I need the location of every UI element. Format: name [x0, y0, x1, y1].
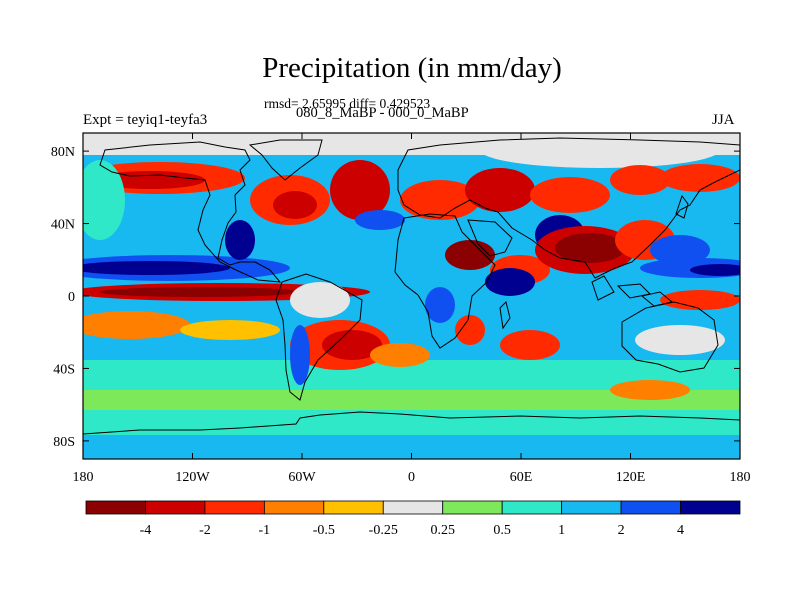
x-tick-label: 180: [730, 470, 751, 485]
field-patch: [290, 325, 310, 385]
field-patch: [400, 220, 460, 260]
field-patch: [610, 165, 670, 195]
field-patch: [555, 233, 625, 263]
field-patch: [322, 330, 382, 360]
field-patch: [330, 160, 390, 220]
colorbar-swatch: [382, 500, 444, 515]
field-patch: [445, 240, 495, 270]
y-tick-label: 40S: [53, 362, 75, 377]
period-label: 080_8_MaBP - 000_0_MaBP: [296, 105, 469, 121]
x-tick-label: 120E: [616, 470, 646, 485]
field-patch: [83, 160, 125, 240]
x-tick-label: 60W: [288, 470, 316, 485]
colorbar-swatch: [145, 500, 206, 515]
colorbar-label: -0.5: [313, 523, 335, 538]
colorbar-label: 0.5: [493, 523, 511, 538]
field-patch: [83, 390, 740, 410]
colorbar-label: -4: [140, 523, 152, 538]
colorbar-label: 2: [618, 523, 625, 538]
field-patch: [83, 311, 190, 339]
chart-title: Precipitation (in mm/day): [262, 52, 562, 84]
y-tick-label: 80S: [53, 435, 75, 450]
colorbar-label: 4: [677, 523, 684, 538]
field-patch: [83, 261, 230, 275]
field-patch: [635, 325, 725, 355]
colorbar-swatch: [263, 500, 325, 515]
season-label: JJA: [712, 112, 735, 128]
field-patch: [465, 168, 535, 212]
field-patch: [500, 330, 560, 360]
field-patch: [485, 268, 535, 296]
field-patch: [660, 290, 740, 310]
field-patch: [400, 180, 480, 220]
field-patch: [650, 235, 710, 265]
field-patch: [370, 343, 430, 367]
field-patch: [455, 315, 485, 345]
field-patch: [290, 282, 350, 318]
x-tick-label: 60E: [510, 470, 533, 485]
y-tick-label: 40N: [51, 218, 75, 233]
colorbar-label: -1: [259, 523, 271, 538]
colorbar-swatch: [204, 500, 265, 515]
coastlines: [83, 137, 740, 459]
colorbar: -4 -2 -1 -0.5 -0.25 0.25 0.5 1 2 4: [85, 500, 741, 538]
field-patch: [100, 287, 300, 297]
field-patch: [480, 133, 720, 168]
axes: 180 120W 60W 0 60E 120E 180 80N 40N 0 40S 80S: [51, 133, 751, 485]
x-tick-label: 120W: [175, 470, 210, 485]
field-patch: [180, 320, 280, 340]
colorbar-label: -0.25: [369, 523, 398, 538]
field-patch: [690, 264, 740, 276]
colorbar-label: 1: [558, 523, 565, 538]
field-patch: [660, 164, 740, 192]
colorbar-swatch: [501, 500, 563, 515]
y-tick-label: 80N: [51, 145, 75, 160]
y-tick-label: 0: [68, 290, 75, 305]
colorbar-swatch: [85, 500, 146, 515]
colorbar-swatch: [620, 500, 681, 515]
field-patch: [225, 220, 255, 260]
colorbar-label: -2: [199, 523, 211, 538]
colorbar-swatch: [442, 500, 503, 515]
colorbar-swatch: [561, 500, 622, 515]
field-patch: [610, 380, 690, 400]
field-patch: [530, 177, 610, 213]
x-tick-label: 0: [408, 470, 415, 485]
colorbar-label: 0.25: [430, 523, 455, 538]
stats-label: rmsd= 2.65995 diff= 0.429523: [264, 96, 431, 111]
experiment-label: Expt = teyiq1-teyfa3: [83, 112, 208, 128]
x-tick-label: 180: [73, 470, 94, 485]
colorbar-swatch: [323, 500, 384, 515]
precipitation-field: [83, 133, 740, 459]
field-patch: [425, 287, 455, 323]
colorbar-swatch: [680, 500, 741, 515]
field-patch: [355, 210, 405, 230]
field-patch: [273, 191, 317, 219]
